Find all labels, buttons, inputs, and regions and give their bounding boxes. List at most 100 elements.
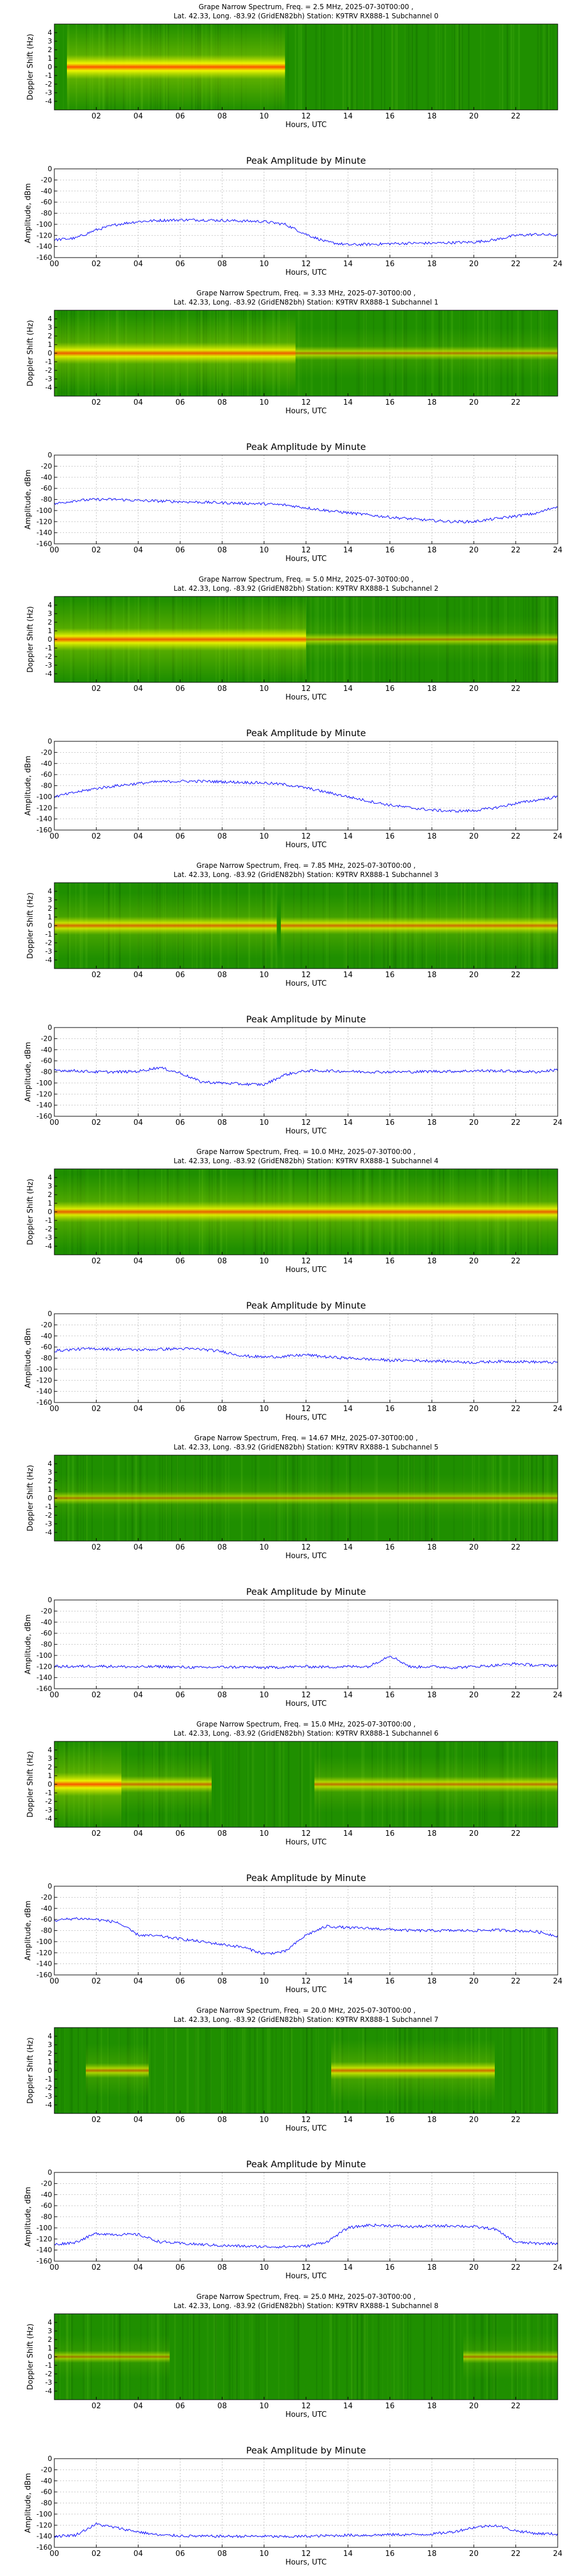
texture-stripe [323,24,324,110]
texture-stripe [235,1741,237,1827]
panel-6: Grape Narrow Spectrum, Freq. = 15.0 MHz,… [24,1720,562,1994]
x-tick-label: 12 [301,832,311,841]
texture-stripe [352,2314,354,2400]
texture-stripe [539,24,542,110]
y-tick-label: -20 [41,1893,52,1901]
texture-stripe [254,2028,256,2113]
x-tick-label: 20 [469,1119,479,1127]
x-axis-label: Hours, UTC [285,693,327,702]
texture-stripe [281,1741,283,1827]
spectrum-title: Grape Narrow Spectrum, Freq. = 25.0 MHz,… [196,2293,415,2301]
texture-stripe [396,24,398,110]
x-tick-label: 10 [259,2550,269,2558]
x-tick-label: 16 [385,1830,395,1838]
y-tick-label: -40 [41,1332,52,1340]
amplitude-series-line [54,1917,558,1955]
x-tick-label: 14 [343,2550,353,2558]
texture-stripe [200,2028,201,2113]
texture-stripe [232,2314,233,2400]
x-tick-label: 04 [133,832,143,841]
x-tick-label: 20 [469,1830,479,1838]
y-tick-label: -160 [37,2257,52,2265]
signal-band [295,346,558,361]
texture-stripe [416,24,418,110]
texture-stripe [507,24,509,110]
texture-stripe [273,1741,276,1827]
y-tick-label: 3 [47,37,52,45]
y-tick-label: -4 [45,1242,52,1250]
line-plot-frame [54,2172,558,2262]
texture-stripe [518,24,520,110]
texture-stripe [243,2028,244,2113]
texture-stripe [244,2028,246,2113]
texture-stripe [521,2028,523,2113]
x-tick-label: 18 [427,1543,437,1552]
x-tick-label: 12 [301,546,311,555]
y-tick-label: 1 [47,1772,52,1780]
texture-stripe [543,24,545,110]
texture-stripe [480,24,482,110]
texture-stripe [321,2314,323,2400]
x-tick-label: 14 [343,1119,353,1127]
x-tick-label: 20 [469,1543,479,1552]
x-tick-label: 04 [133,1257,143,1266]
texture-stripe [215,2314,217,2400]
y-tick-label: 0 [47,1024,52,1032]
y-tick-label: -40 [41,1046,52,1054]
x-tick-label: 06 [176,1405,185,1413]
x-tick-label: 14 [343,1830,353,1838]
texture-stripe [258,2314,260,2400]
x-axis-label: Hours, UTC [285,268,327,277]
texture-stripe [272,1741,273,1827]
signal-band [54,1772,122,1796]
x-tick-label: 08 [217,1119,227,1127]
texture-stripe [285,2314,287,2400]
x-tick-label: 24 [553,1405,563,1413]
texture-stripe [174,2314,176,2400]
texture-stripe [305,2028,308,2113]
texture-stripe [194,2028,196,2113]
signal-band [67,54,285,80]
y-tick-label: -80 [41,496,52,504]
y-tick-label: -20 [41,176,52,184]
y-tick-label: 4 [47,1174,52,1182]
x-tick-label: 06 [176,1543,185,1552]
texture-stripe [398,2314,399,2400]
x-tick-label: 16 [385,1691,395,1700]
y-tick-label: -60 [41,198,52,206]
x-tick-label: 00 [50,1691,59,1700]
x-tick-label: 14 [343,1977,353,1986]
spectrum-title: Grape Narrow Spectrum, Freq. = 10.0 MHz,… [196,1148,415,1156]
y-tick-label: -80 [41,1927,52,1935]
x-tick-label: 06 [176,546,185,555]
spectrum-subtitle: Lat. 42.33, Long. -83.92 (GridEN82bh) St… [173,2302,438,2310]
x-tick-label: 04 [133,1543,143,1552]
texture-stripe [279,1741,280,1827]
y-tick-label: 0 [47,922,52,930]
x-tick-label: 24 [553,1977,563,1986]
spectrum-subtitle: Lat. 42.33, Long. -83.92 (GridEN82bh) St… [173,1157,438,1165]
texture-stripe [542,2028,543,2113]
y-tick-label: -100 [37,220,52,228]
texture-stripe [406,24,408,110]
texture-stripe [455,24,458,110]
texture-stripe [372,2314,374,2400]
x-tick-label: 14 [343,1405,353,1413]
x-axis-label: Hours, UTC [285,555,327,563]
texture-stripe [236,2314,238,2400]
texture-stripe [264,1741,266,1827]
x-tick-label: 06 [176,398,185,407]
x-tick-label: 16 [385,971,395,979]
x-tick-label: 16 [385,685,395,693]
y-tick-label: -140 [37,1101,52,1109]
texture-stripe [287,24,289,110]
texture-stripe [332,2314,333,2400]
x-tick-label: 10 [259,832,269,841]
x-tick-label: 22 [511,2263,521,2272]
y-tick-label: 1 [47,1485,52,1494]
y-tick-label: 4 [47,29,52,37]
x-tick-label: 02 [92,971,101,979]
texture-stripe [305,24,307,110]
texture-stripe [271,2028,273,2113]
texture-stripe [220,2028,223,2113]
